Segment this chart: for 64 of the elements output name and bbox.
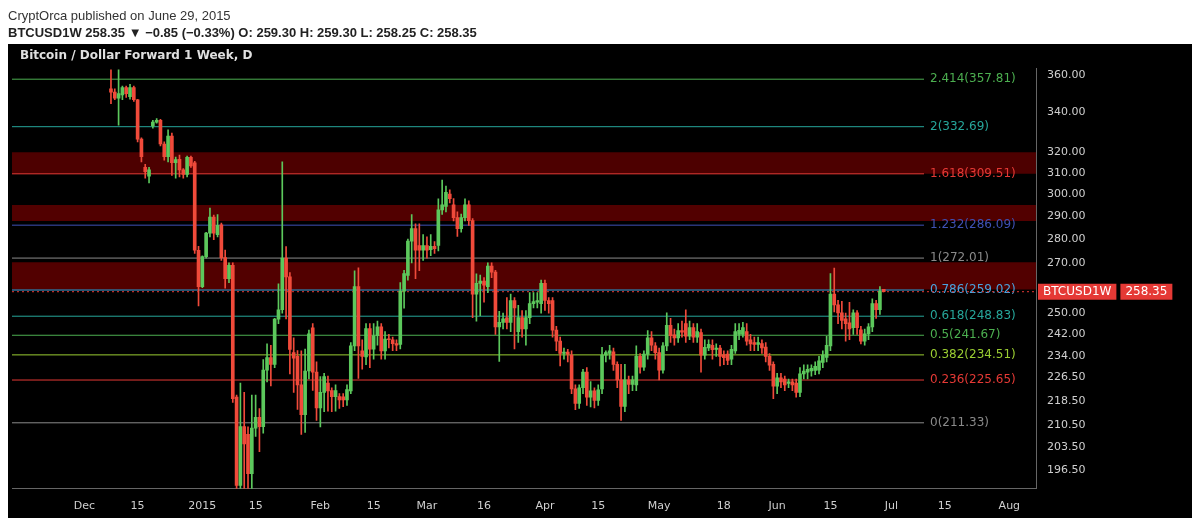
y-tick-label: 280.00 (1047, 232, 1086, 246)
y-tick-label: 242.00 (1047, 327, 1086, 341)
ref-line-label: BTCUSD1W (1043, 283, 1112, 298)
candlestick (421, 234, 425, 261)
candlestick (680, 320, 684, 338)
candlestick (326, 375, 330, 412)
y-tick-label: 310.00 (1047, 165, 1086, 179)
x-tick-label: 16 (477, 499, 492, 513)
x-tick-label: 15 (366, 499, 381, 513)
x-tick-label: 18 (716, 499, 731, 513)
x-tick-label: 2015 (188, 499, 217, 513)
candlestick (752, 336, 757, 352)
x-tick-label: 15 (248, 499, 263, 513)
x-tick-label: 15 (130, 499, 145, 513)
candlestick (482, 277, 486, 303)
ref-line-label: 2.414(357.81) (930, 71, 1016, 86)
text: BTCUSD1W 258.35 ▼ −0.85 (−0.33%) O: 259.30 H: 259.30 L: 258.25 C: 258.35 (8, 25, 478, 42)
ref-line-label: 0.618(248.83) (930, 308, 1016, 323)
x-tick-label: Jun (767, 499, 786, 513)
y-tick-label: 250.00 (1047, 306, 1086, 320)
x-tick-label: Feb (310, 499, 331, 513)
x-tick-label: 15 (591, 499, 606, 513)
candlestick (505, 297, 509, 330)
candlestick (109, 69, 113, 105)
ref-line-label: 1.232(286.09) (930, 217, 1016, 232)
x-tick-label: Apr (535, 499, 555, 513)
x-tick-label: 15 (823, 499, 838, 513)
y-tick-label: 203.50 (1047, 440, 1086, 454)
candlestick (756, 336, 760, 352)
y-tick-label: 270.00 (1047, 255, 1086, 269)
x-tick-label: May (647, 499, 671, 513)
y-tick-label: 196.50 (1047, 463, 1086, 477)
y-tick-label: 340.00 (1047, 105, 1086, 119)
y-tick-label: 360.00 (1047, 68, 1086, 82)
x-tick-label: 15 (937, 499, 952, 513)
candlestick (341, 393, 346, 408)
ref-line-label: 1(272.01) (930, 250, 989, 265)
candlestick (714, 343, 719, 357)
y-tick-label: 226.50 (1047, 370, 1086, 384)
x-tick-label: Aug (998, 499, 1021, 513)
y-tick-label: 320.00 (1047, 144, 1086, 158)
y-tick-label: 290.00 (1047, 209, 1086, 223)
x-tick-label: Dec (73, 499, 95, 513)
ref-line-label: 0.236(225.65) (930, 372, 1016, 387)
ref-line-label: 0.5(241.67) (930, 327, 1001, 342)
ref-line-label: 2(332.69) (930, 118, 989, 133)
chart-title: Bitcoin / Dollar Forward 1 Week, D (20, 48, 253, 63)
y-tick-label: 234.00 (1047, 349, 1086, 363)
ref-line-label: 0.786(259.02) (930, 282, 1016, 297)
chart-subtitle: CryptOrca published on June 29, 2015 (8, 8, 232, 25)
candlestick (269, 344, 273, 387)
ref-line-label: 0(211.33) (930, 414, 989, 429)
text: 258.35 (1125, 283, 1168, 298)
candlestick (562, 347, 566, 360)
x-tick-label: Mar (416, 499, 438, 513)
x-tick-label: Jul (883, 499, 898, 513)
candlestick (417, 223, 422, 272)
ref-line-label: 0.382(234.51) (930, 347, 1016, 362)
candlestick (387, 334, 391, 349)
y-tick-label: 300.00 (1047, 187, 1086, 201)
ref-line-label: 1.618(309.51) (930, 165, 1016, 180)
candlestick (173, 156, 178, 179)
y-tick-label: 218.50 (1047, 393, 1086, 407)
y-tick-label: 210.50 (1047, 418, 1086, 432)
